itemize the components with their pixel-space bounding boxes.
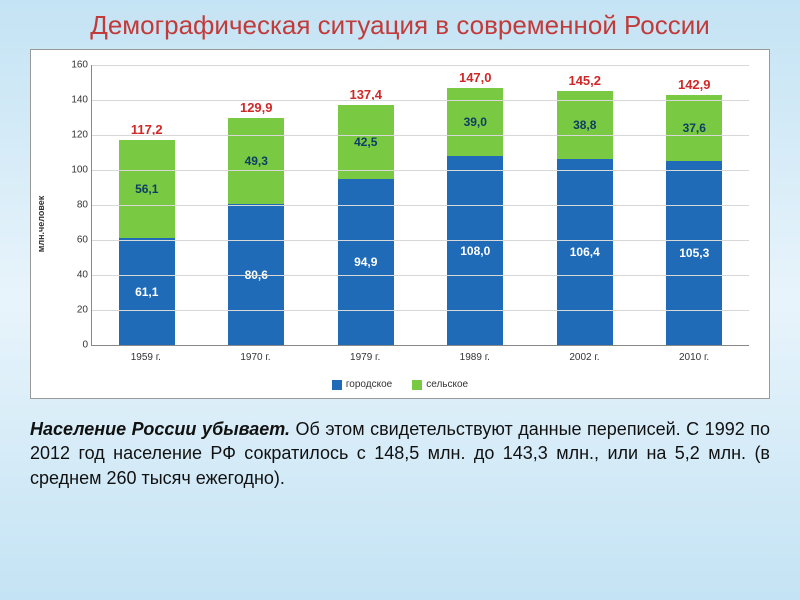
bar-segment-rural: 37,6 xyxy=(666,95,722,161)
bar-segment-urban: 105,3 xyxy=(666,161,722,345)
slide: Демографическая ситуация в современной Р… xyxy=(0,0,800,600)
x-axis-labels: 1959 г. 1970 г. 1979 г. 1989 г. 2002 г. 2010 … xyxy=(91,352,749,363)
bar-value-rural: 49,3 xyxy=(228,154,284,168)
legend-label-urban: городское xyxy=(346,379,392,390)
bar-value-rural: 38,8 xyxy=(557,118,613,132)
chart-legend: городское сельское xyxy=(31,379,769,390)
bar-segment-urban: 94,9 xyxy=(338,179,394,345)
bar-segment-urban: 61,1 xyxy=(119,238,175,345)
legend-item-urban: городское xyxy=(332,379,392,390)
bar-total-label: 142,9 xyxy=(666,77,722,95)
bar-segment-urban: 108,0 xyxy=(447,156,503,345)
bar-value-rural: 37,6 xyxy=(666,121,722,135)
grid-line xyxy=(92,100,749,101)
bar-value-urban: 106,4 xyxy=(557,245,613,259)
y-tick-label: 120 xyxy=(71,130,92,141)
y-tick-label: 100 xyxy=(71,165,92,176)
x-tick-label: 1989 г. xyxy=(447,352,503,363)
bar-total-label: 147,0 xyxy=(447,70,503,88)
bar-segment-rural: 39,0 xyxy=(447,88,503,156)
bar-total-label: 117,2 xyxy=(119,122,175,140)
body-paragraph: Население России убывает. Об этом свидет… xyxy=(30,417,770,490)
grid-line xyxy=(92,275,749,276)
legend-swatch-urban xyxy=(332,380,342,390)
grid-line xyxy=(92,135,749,136)
chart-plot-area: 61,156,1117,280,649,3129,994,942,5137,41… xyxy=(91,65,749,346)
bar-segment-rural: 49,3 xyxy=(228,118,284,204)
x-tick-label: 2010 г. xyxy=(666,352,722,363)
grid-line xyxy=(92,240,749,241)
grid-line xyxy=(92,205,749,206)
bar-value-urban: 61,1 xyxy=(119,285,175,299)
x-tick-label: 1970 г. xyxy=(227,352,283,363)
y-tick-label: 0 xyxy=(82,340,92,351)
y-tick-label: 60 xyxy=(77,235,92,246)
bar-value-rural: 42,5 xyxy=(338,135,394,149)
bar-value-urban: 94,9 xyxy=(338,255,394,269)
grid-line xyxy=(92,310,749,311)
y-tick-label: 80 xyxy=(77,200,92,211)
y-tick-label: 140 xyxy=(71,95,92,106)
x-tick-label: 2002 г. xyxy=(556,352,612,363)
legend-swatch-rural xyxy=(412,380,422,390)
bar-total-label: 129,9 xyxy=(228,100,284,118)
y-tick-label: 40 xyxy=(77,270,92,281)
y-axis-label: млн.человек xyxy=(36,196,46,253)
bar-value-urban: 108,0 xyxy=(447,244,503,258)
bar-value-rural: 56,1 xyxy=(119,182,175,196)
bar-group: 105,337,6142,9 xyxy=(666,95,722,345)
bar-segment-rural: 56,1 xyxy=(119,140,175,238)
population-chart: млн.человек 61,156,1117,280,649,3129,994… xyxy=(30,49,770,399)
slide-title: Демографическая ситуация в современной Р… xyxy=(30,10,770,41)
bar-group: 108,039,0147,0 xyxy=(447,88,503,345)
bar-group: 94,942,5137,4 xyxy=(338,105,394,345)
x-tick-label: 1979 г. xyxy=(337,352,393,363)
legend-label-rural: сельское xyxy=(426,379,468,390)
bar-segment-rural: 38,8 xyxy=(557,91,613,159)
bar-total-label: 145,2 xyxy=(557,73,613,91)
y-tick-label: 160 xyxy=(71,60,92,71)
bar-value-urban: 105,3 xyxy=(666,246,722,260)
bar-segment-rural: 42,5 xyxy=(338,105,394,179)
x-tick-label: 1959 г. xyxy=(118,352,174,363)
grid-line xyxy=(92,170,749,171)
legend-item-rural: сельское xyxy=(412,379,468,390)
bar-segment-urban: 106,4 xyxy=(557,159,613,345)
bar-group: 106,438,8145,2 xyxy=(557,91,613,345)
bar-total-label: 137,4 xyxy=(338,87,394,105)
bar-value-rural: 39,0 xyxy=(447,115,503,129)
y-tick-label: 20 xyxy=(77,305,92,316)
body-lead: Население России убывает. xyxy=(30,419,290,439)
grid-line xyxy=(92,65,749,66)
